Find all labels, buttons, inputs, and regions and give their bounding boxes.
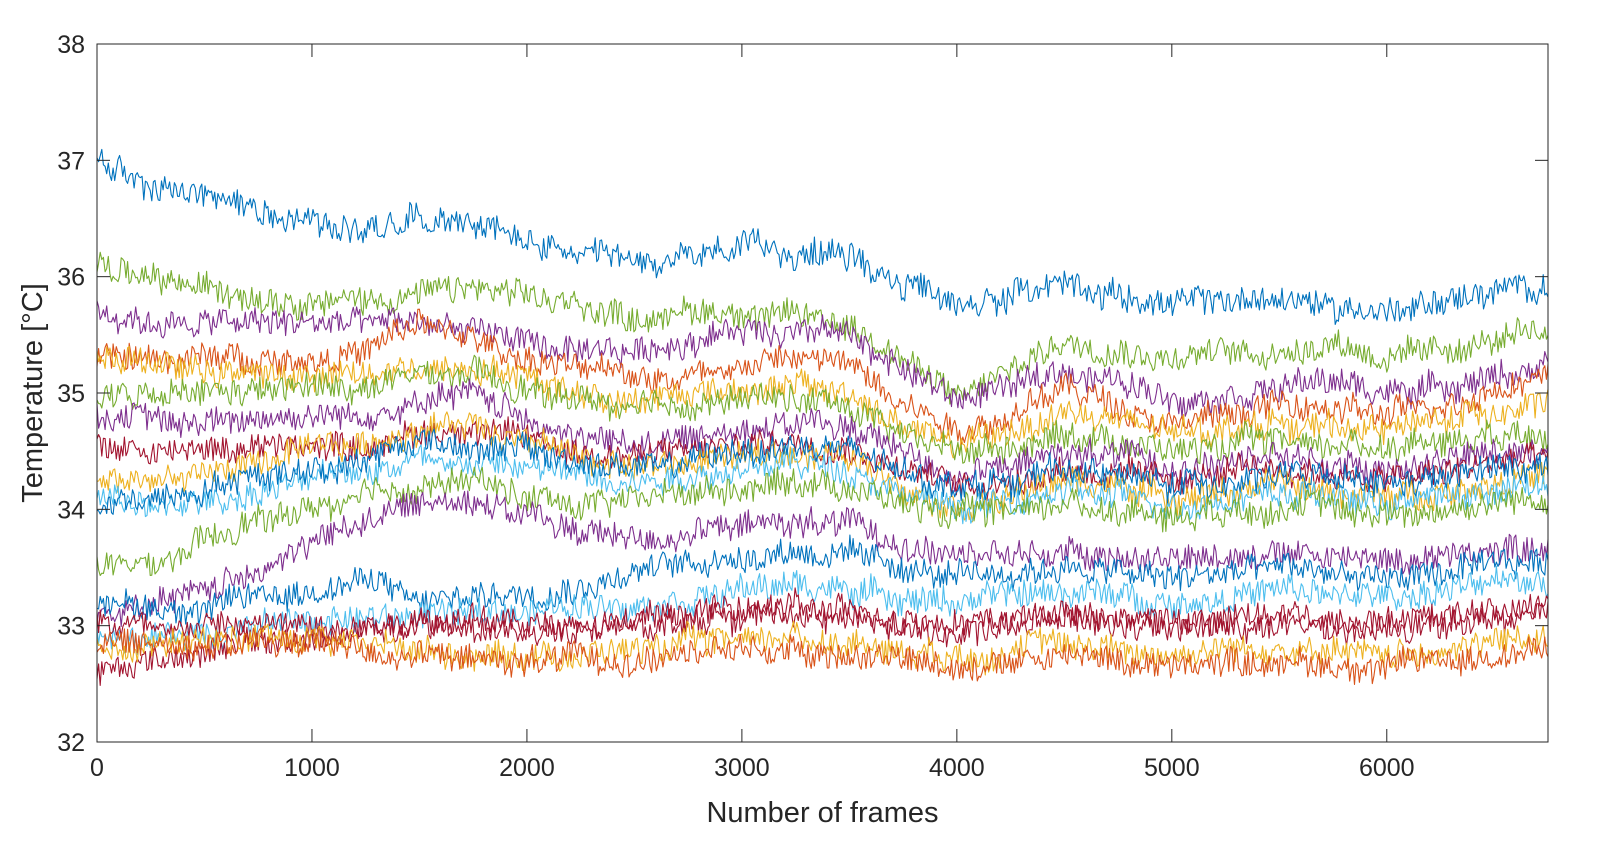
y-axis-title: Temperature [°C] <box>17 283 49 503</box>
series-line-15 <box>96 565 1549 656</box>
y-tick-label: 33 <box>57 613 85 641</box>
series-line-11 <box>96 428 1549 515</box>
series-line-4 <box>96 308 1549 446</box>
series-line-14 <box>96 534 1549 627</box>
axis-ticks: 0 1000 2000 3000 4000 5000 6000 32 33 34 35 36 37 38 <box>57 31 1548 782</box>
x-tick-label: 2000 <box>499 754 555 782</box>
x-tick-label: 6000 <box>1359 754 1415 782</box>
series-line-18 <box>96 620 1549 676</box>
y-tick-label: 36 <box>57 264 85 292</box>
x-tick-label: 1000 <box>284 754 340 782</box>
series-layer <box>96 148 1549 686</box>
series-line-6 <box>96 354 1549 465</box>
series-line-7 <box>96 378 1549 492</box>
y-tick-label: 38 <box>57 31 85 59</box>
x-tick-label: 4000 <box>929 754 985 782</box>
x-tick-label: 3000 <box>714 754 770 782</box>
y-tick-label: 35 <box>57 380 85 408</box>
y-tick-label: 37 <box>57 147 85 175</box>
series-line-8 <box>96 416 1549 502</box>
series-line-5 <box>96 345 1549 459</box>
series-line-1 <box>96 148 1549 325</box>
x-tick-label: 5000 <box>1144 754 1200 782</box>
series-line-9 <box>96 411 1549 523</box>
x-axis-title: Number of frames <box>706 797 938 829</box>
series-line-16 <box>96 587 1549 645</box>
series-line-13 <box>96 490 1549 627</box>
y-tick-label: 34 <box>57 496 85 524</box>
series-line-17 <box>96 594 1549 686</box>
y-tick-label: 32 <box>57 729 85 757</box>
series-line-19 <box>96 627 1549 685</box>
x-tick-label: 0 <box>90 754 104 782</box>
series-line-12 <box>96 466 1549 577</box>
series-line-3 <box>96 300 1549 419</box>
series-line-2 <box>96 251 1549 405</box>
